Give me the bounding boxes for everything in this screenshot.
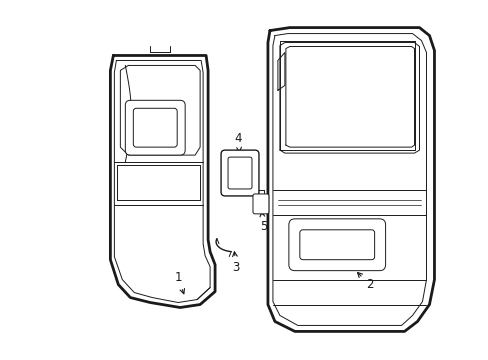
Polygon shape [267,28,433,332]
FancyBboxPatch shape [299,230,374,260]
Text: 4: 4 [234,132,241,152]
Text: 1: 1 [174,271,184,294]
FancyBboxPatch shape [221,150,259,196]
Polygon shape [110,55,215,307]
FancyBboxPatch shape [125,100,185,155]
FancyBboxPatch shape [133,108,177,147]
FancyBboxPatch shape [288,219,385,271]
Text: 2: 2 [357,273,373,291]
Text: 5: 5 [260,212,267,233]
FancyBboxPatch shape [227,157,251,189]
Text: 3: 3 [232,252,239,274]
FancyBboxPatch shape [252,194,268,214]
